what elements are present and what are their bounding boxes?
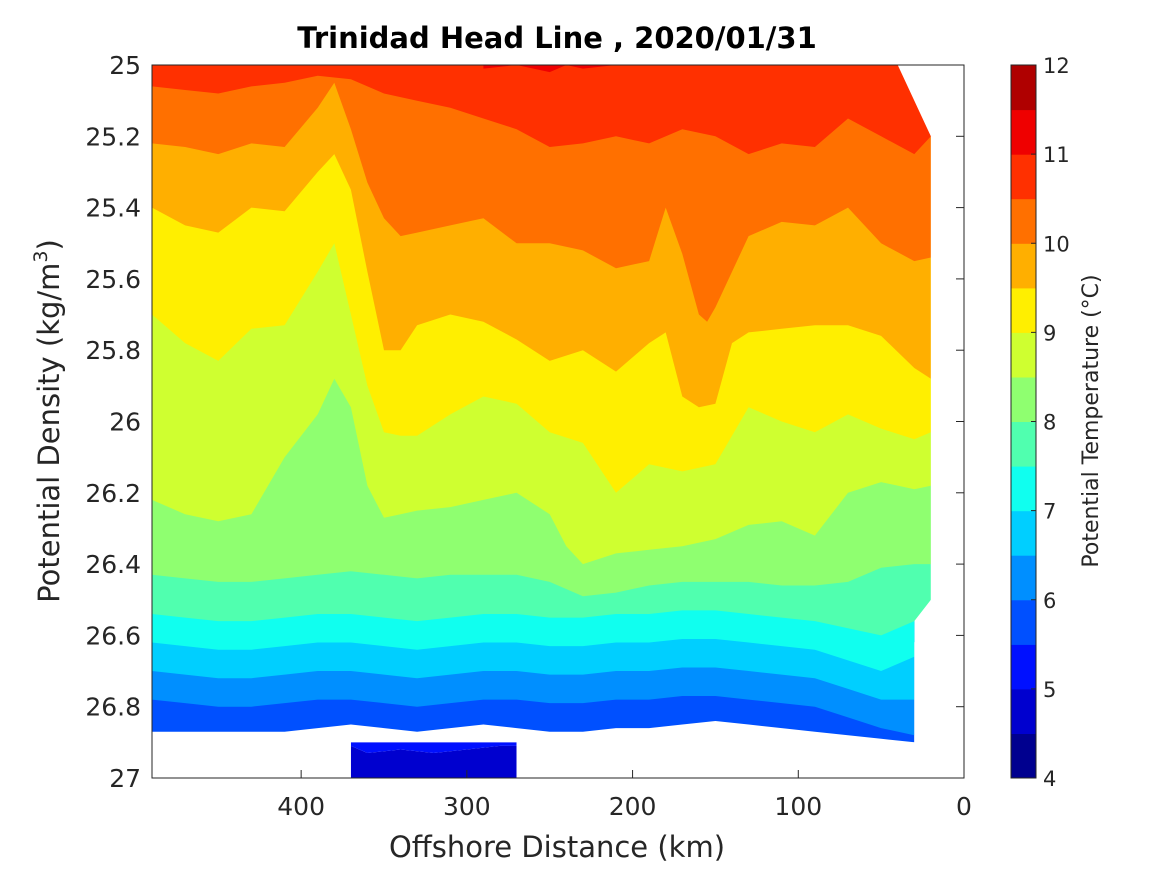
y-axis-label-end: )	[32, 239, 66, 250]
colorbar-tick-label: 11	[1043, 143, 1070, 167]
y-tick-label: 25.6	[85, 265, 141, 294]
y-tick-label: 26.4	[85, 550, 141, 579]
contour-band-11	[483, 65, 616, 73]
colorbar-swatch	[1011, 198, 1036, 244]
colorbar-swatch	[1011, 644, 1036, 690]
colorbar-swatch	[1011, 65, 1036, 111]
colorbar-swatch	[1011, 510, 1036, 556]
colorbar-swatch	[1011, 376, 1036, 422]
no-data-region-coast	[516, 65, 964, 778]
contour-band-10-5	[152, 65, 931, 155]
colorbar-swatch	[1011, 599, 1036, 645]
colorbar-swatch	[1011, 733, 1036, 779]
y-tick-label: 25.2	[85, 122, 141, 151]
x-tick-label: 300	[443, 792, 491, 821]
colorbar-swatch	[1011, 555, 1036, 601]
colorbar: 12 11 10 9 8 7 6 5 4 Potential Temperature (°C)	[1010, 54, 1104, 791]
colorbar-swatches	[1011, 65, 1036, 779]
no-data-region-offshore	[152, 742, 351, 778]
y-tick-label: 25.8	[85, 336, 141, 365]
y-tick-label: 26.6	[85, 621, 141, 650]
y-axis-label-superscript: 3	[30, 250, 52, 262]
contour-fill-layers	[152, 65, 964, 778]
colorbar-tick-label: 4	[1043, 767, 1056, 791]
colorbar-swatch	[1011, 688, 1036, 734]
y-tick-label: 25.4	[85, 194, 141, 223]
colorbar-tick-label: 8	[1043, 411, 1056, 435]
y-tick-label: 27	[109, 764, 141, 793]
y-axis-label-main: Potential Density (kg/m	[32, 263, 66, 603]
colorbar-swatch	[1011, 421, 1036, 467]
chart-title: Trinidad Head Line , 2020/01/31	[297, 21, 817, 55]
colorbar-tick-label: 7	[1043, 500, 1056, 524]
y-tick-label: 26.8	[85, 693, 141, 722]
x-axis-ticks: 400 300 200 100 0	[277, 770, 972, 821]
x-tick-label: 400	[277, 792, 325, 821]
plot-area	[151, 64, 965, 779]
y-tick-label: 25	[109, 51, 141, 80]
colorbar-tick-label: 12	[1043, 54, 1070, 78]
colorbar-label: Potential Temperature (°C)	[1079, 274, 1104, 567]
x-tick-label: 0	[956, 792, 972, 821]
y-axis-ticks: 25 25.2 25.4 25.6 25.8 26 26.2 26.4 26.6 26.8 27	[85, 51, 964, 793]
colorbar-ticks: 12 11 10 9 8 7 6 5 4	[1031, 54, 1070, 791]
colorbar-swatch	[1011, 243, 1036, 289]
x-tick-label: 100	[774, 792, 822, 821]
x-axis-label: Offshore Distance (km)	[389, 830, 725, 864]
colorbar-swatch	[1011, 332, 1036, 378]
contour-tongue-band	[350, 742, 517, 753]
y-axis-label: Potential Density (kg/m3)	[30, 239, 66, 603]
colorbar-swatch	[1011, 466, 1036, 512]
contour-tongue-deep	[350, 742, 517, 778]
colorbar-swatch	[1011, 287, 1036, 333]
y-tick-label: 26	[109, 408, 141, 437]
colorbar-tick-label: 5	[1043, 678, 1056, 702]
colorbar-swatch	[1011, 154, 1036, 200]
colorbar-swatch	[1011, 109, 1036, 155]
colorbar-tick-label: 6	[1043, 589, 1056, 613]
colorbar-tick-label: 9	[1043, 321, 1056, 345]
colorbar-tick-label: 10	[1043, 232, 1070, 256]
y-tick-label: 26.2	[85, 479, 141, 508]
x-tick-label: 200	[609, 792, 657, 821]
